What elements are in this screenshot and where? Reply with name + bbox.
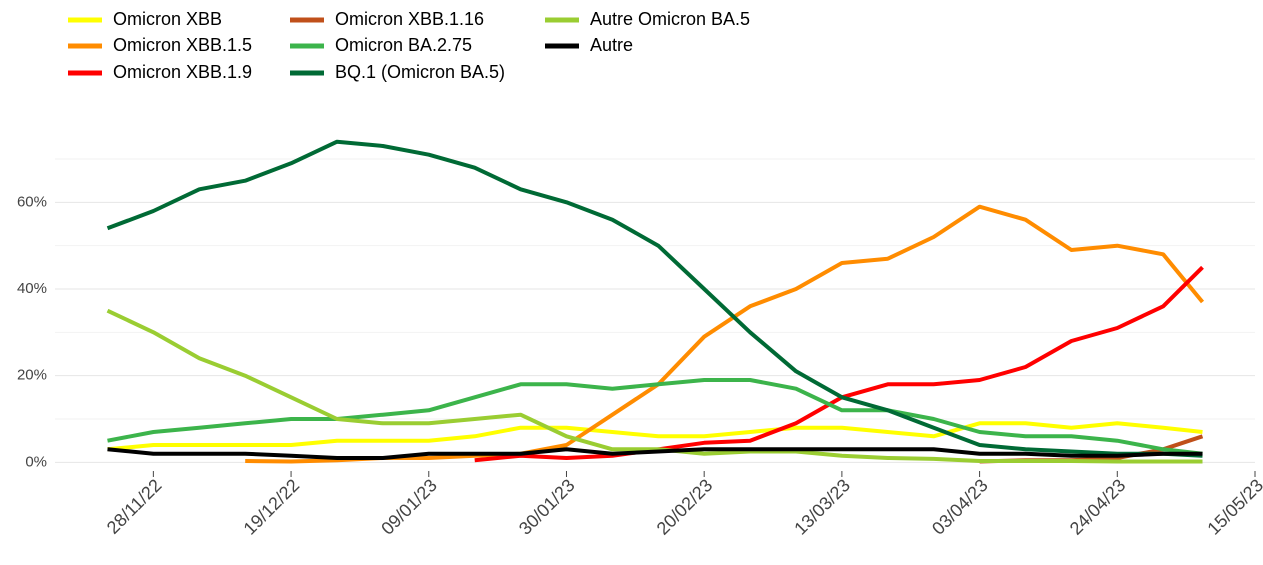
legend-label: Autre	[590, 35, 633, 55]
x-tick-label: 03/04/23	[928, 475, 992, 539]
y-tick-label: 60%	[17, 193, 47, 210]
y-tick-label: 20%	[17, 367, 47, 384]
legend-label: BQ.1 (Omicron BA.5)	[335, 62, 505, 82]
series-line	[245, 204, 1205, 464]
x-tick-label: 28/11/22	[103, 475, 166, 538]
legend-label: Omicron BA.2.75	[335, 35, 472, 55]
x-tick-label: 30/01/23	[515, 475, 579, 539]
legend-label: Omicron XBB.1.5	[113, 35, 252, 55]
x-tick-label: 19/12/22	[240, 475, 304, 539]
legend-label: Omicron XBB.1.9	[113, 62, 252, 82]
x-tick-label: 20/02/23	[653, 475, 717, 539]
series-line	[106, 139, 1203, 458]
y-tick-label: 40%	[17, 280, 47, 297]
x-tick-label: 09/01/23	[377, 475, 441, 539]
series-line	[106, 308, 1203, 464]
legend-label: Omicron XBB.1.16	[335, 9, 484, 29]
x-tick-label: 13/03/23	[790, 475, 854, 539]
series-line	[107, 421, 1203, 452]
y-tick-label: 0%	[25, 453, 47, 470]
series-line	[107, 447, 1203, 460]
legend-label: Autre Omicron BA.5	[590, 9, 750, 29]
x-tick-label: 15/05/23	[1203, 475, 1263, 539]
x-tick-label: 24/04/23	[1066, 475, 1130, 539]
series-line	[107, 378, 1203, 456]
legend-label: Omicron XBB	[113, 9, 222, 29]
